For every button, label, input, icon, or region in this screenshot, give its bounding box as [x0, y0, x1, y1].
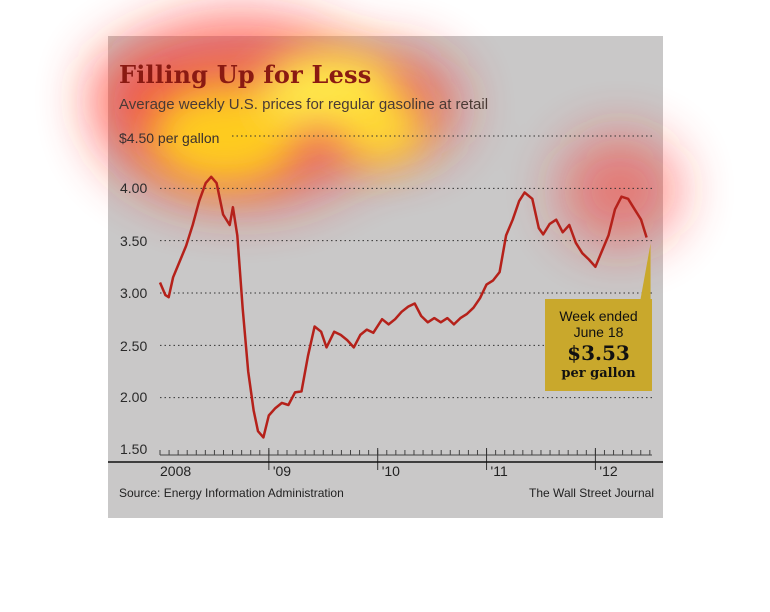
callout-price: $3.53 [567, 341, 630, 365]
y-tick-label: 3.50 [120, 233, 148, 249]
chart-title: Filling Up for Less [119, 60, 372, 89]
x-tick-label: '09 [273, 463, 291, 479]
series-line [158, 175, 648, 439]
y-tick-label: 3.00 [120, 285, 148, 301]
x-tick-labels: 2008 '09 '10 '11 '12 [160, 463, 618, 479]
callout-pointer [640, 243, 651, 299]
x-tick-label: '10 [382, 463, 400, 479]
y-tick-label: 4.00 [120, 180, 148, 196]
source-note: Source: Energy Information Administratio… [119, 486, 344, 500]
x-axis [108, 448, 663, 470]
y-axis-unit-label: $4.50 per gallon [119, 130, 220, 146]
publication-credit: The Wall Street Journal [529, 486, 654, 500]
x-tick-label: 2008 [160, 463, 191, 479]
y-tick-label: 2.00 [120, 389, 148, 405]
x-tick-label: '12 [599, 463, 617, 479]
y-tick-label: 2.50 [120, 338, 148, 354]
callout-unit: per gallon [561, 366, 636, 381]
callout-line1: Week ended [559, 308, 638, 324]
latest-price-callout: Week ended June 18 $3.53 per gallon [545, 299, 652, 391]
x-tick-label: '11 [491, 463, 508, 479]
y-tick-label: 1.50 [120, 441, 148, 457]
chart-subtitle: Average weekly U.S. prices for regular g… [119, 96, 489, 113]
callout-line2: June 18 [573, 324, 624, 340]
